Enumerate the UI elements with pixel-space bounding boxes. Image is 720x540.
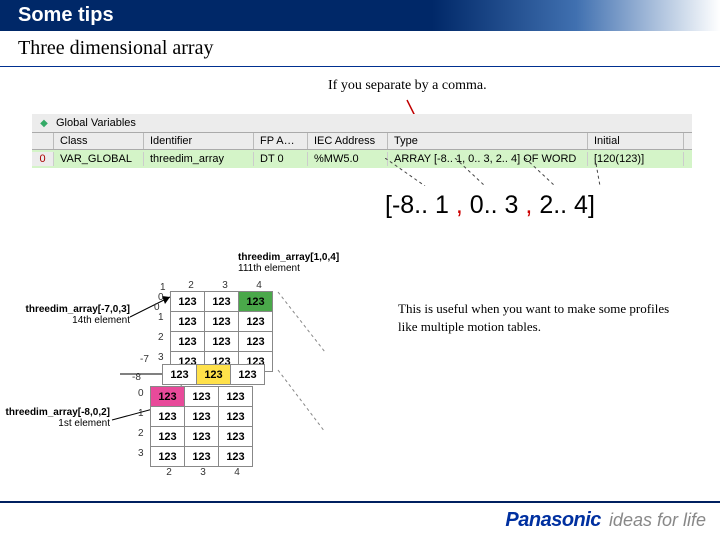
row-index: 0 [32,152,54,166]
col-iec: IEC Address [308,133,388,149]
subtitle-text: Three dimensional array [18,37,213,59]
ann-top-l2: 111th element [238,263,339,274]
brand-logo: Panasonic [505,509,601,532]
dim2: 0.. 3 [470,191,519,219]
bracket-close: ] [588,191,595,219]
col-index [32,133,54,149]
row-h-3: 3 [158,352,164,363]
dim3: 2.. 4 [539,191,588,219]
array-spec-callout: [-8.. 1 , 0.. 3 , 2.. 4] [375,158,675,220]
top-grid: 123123123 123123123 123123123 123123123 [170,291,273,372]
cell-class: VAR_GLOBAL [54,152,144,166]
comma-note: If you separate by a comma. [328,78,487,94]
gv-icon: ◆ [36,118,52,129]
title-bar: Some tips [0,0,720,31]
subtitle: Three dimensional array [0,31,720,67]
ann-bot-l2: 1st element [4,418,110,429]
comma2: , [525,191,532,219]
title-text: Some tips [18,4,114,26]
col-class: Class [54,133,144,149]
gv-header: ◆ Global Variables [32,114,692,132]
cube-layer-front: 123123123 123123123 123123123 123123123 … [150,386,254,478]
col-h-4: 4 [242,280,276,291]
ann-top-l1: threedim_array[1,0,4] [238,252,339,263]
cell-identifier: threedim_array [144,152,254,166]
cube-diagram: threedim_array[1,0,4] 111th element 1 0 … [20,252,380,502]
cube-layer-mid: 123123123 [162,364,265,385]
annotation-mid: threedim_array[-7,0,3] 14th element [20,304,130,326]
comma1: , [456,191,463,219]
col-h-2: 2 [174,280,208,291]
axis-m7: -7 [140,354,149,365]
annotation-top: threedim_array[1,0,4] 111th element [238,252,339,274]
col-type: Type [388,133,588,149]
row-h-1: 1 [158,312,164,323]
useful-note: This is useful when you want to make som… [398,300,688,335]
array-spec-text: [-8.. 1 , 0.. 3 , 2.. 4] [385,191,675,220]
brand-tagline: ideas for life [609,510,706,531]
col-initial: Initial [588,133,684,149]
brace-lines [385,158,615,186]
ann-mid-l2: 14th element [20,315,130,326]
col-fpa: FP A… [254,133,308,149]
footer: Panasonic ideas for life [0,501,720,540]
cube-layer-top: 2 3 4 123123123 123123123 123123123 1231… [170,280,276,372]
ann-mid-l1: threedim_array[-7,0,3] [20,304,130,315]
cell-fpa: DT 0 [254,152,308,166]
ann-bot-l1: threedim_array[-8,0,2] [4,407,110,418]
gv-column-headers: Class Identifier FP A… IEC Address Type … [32,132,692,150]
bracket-open: [ [385,191,392,219]
row-h-0: 0 [158,292,164,303]
annotation-bot: threedim_array[-8,0,2] 1st element [4,407,110,429]
row-h-2: 2 [158,332,164,343]
col-h-3: 3 [208,280,242,291]
axis-m8: -8 [132,372,141,383]
col-identifier: Identifier [144,133,254,149]
gv-header-label: Global Variables [56,117,136,129]
front-grid: 123123123 123123123 123123123 123123123 [150,386,253,467]
dim1: -8.. 1 [392,191,449,219]
